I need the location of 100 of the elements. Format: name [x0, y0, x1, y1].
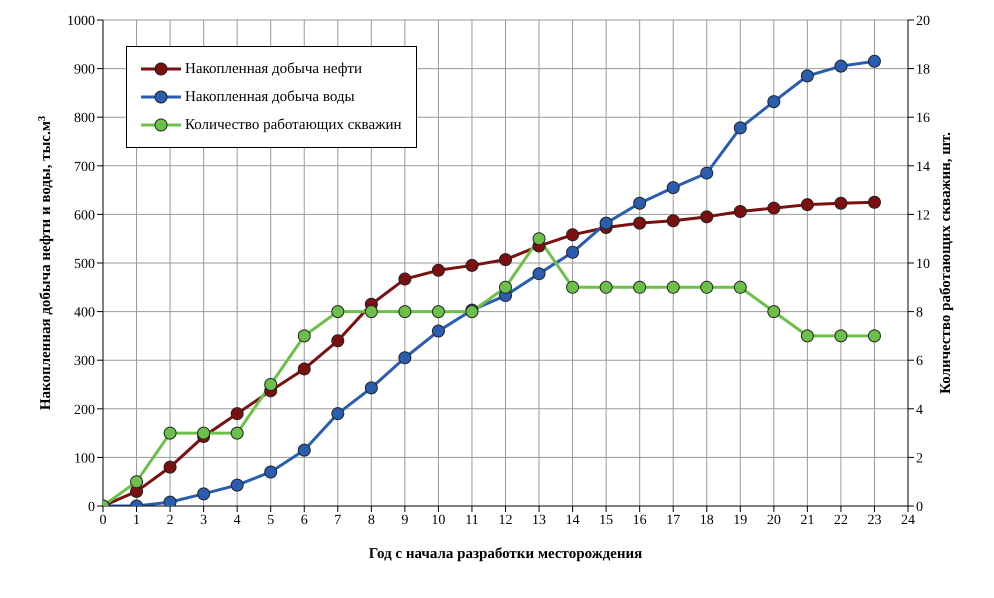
y-tick-label: 600 — [74, 208, 95, 224]
x-tick-label: 22 — [834, 512, 848, 528]
point — [432, 305, 445, 318]
point — [298, 362, 311, 376]
x-tick-label: 8 — [368, 512, 375, 528]
x-tick-label: 1 — [133, 512, 140, 528]
point — [834, 329, 848, 342]
x-tick-label: 0 — [100, 512, 106, 528]
x-tick-label: 21 — [800, 512, 814, 528]
point — [566, 246, 580, 259]
point — [532, 267, 546, 280]
point — [734, 280, 747, 294]
point — [868, 54, 881, 68]
point — [331, 305, 344, 318]
point — [767, 95, 780, 108]
legend-label: Накопленная добыча нефти — [185, 60, 362, 79]
point — [432, 324, 445, 338]
point — [566, 280, 580, 294]
x-tick-label: 17 — [666, 512, 680, 528]
y2-tick-label: 16 — [916, 111, 930, 126]
x-tick-label: 11 — [465, 512, 479, 528]
point — [398, 272, 412, 286]
y-tick-label: 400 — [74, 306, 95, 321]
x-tick-label: 2 — [166, 512, 174, 528]
point — [364, 305, 378, 318]
point — [465, 258, 478, 272]
x-tick-label: 19 — [733, 512, 748, 528]
point — [666, 280, 680, 294]
point — [130, 475, 144, 488]
y-tick-label: 100 — [74, 451, 95, 466]
point — [800, 198, 814, 212]
point — [666, 214, 680, 228]
y-tick-label: 1000 — [67, 14, 95, 29]
x-tick-label: 5 — [267, 512, 274, 528]
point — [331, 407, 344, 420]
x-tick-label: 15 — [599, 512, 614, 528]
point — [230, 426, 244, 440]
x-tick-label: 4 — [234, 512, 241, 528]
point — [331, 334, 344, 348]
point — [164, 426, 177, 440]
x-tick-label: 16 — [632, 512, 647, 528]
point — [499, 280, 512, 294]
y2-tick-label: 18 — [916, 62, 930, 78]
point — [767, 202, 780, 215]
point — [834, 196, 848, 210]
point — [230, 478, 244, 492]
y2-tick-label: 8 — [916, 306, 923, 321]
point — [800, 69, 814, 82]
y2-axis-title: Количество работающих скважин, шт. — [938, 132, 954, 394]
y2-tick-label: 14 — [916, 160, 930, 175]
point — [800, 329, 814, 342]
legend-label: Количество работающих скважин — [185, 116, 402, 135]
y-tick-label: 300 — [74, 354, 95, 370]
point — [633, 280, 646, 294]
point — [197, 487, 210, 500]
point — [432, 264, 445, 277]
point — [734, 121, 747, 134]
y-tick-label: 500 — [74, 256, 95, 272]
point — [264, 465, 278, 478]
x-tick-label: 10 — [431, 512, 446, 528]
x-tick-label: 14 — [566, 512, 580, 528]
y2-tick-label: 10 — [916, 256, 930, 272]
point — [230, 407, 244, 420]
x-tick-label: 3 — [200, 512, 208, 528]
y-tick-label: 0 — [88, 500, 95, 515]
y2-tick-label: 12 — [916, 208, 930, 224]
y-tick-label: 200 — [74, 402, 95, 418]
point — [164, 460, 177, 474]
point — [700, 210, 714, 224]
x-tick-label: 13 — [532, 512, 546, 528]
y-tick-label: 900 — [74, 62, 95, 78]
point — [633, 216, 646, 230]
x-tick-label: 7 — [334, 512, 342, 528]
x-tick-label: 12 — [498, 512, 512, 528]
point — [700, 166, 714, 180]
point — [298, 329, 311, 342]
point — [364, 381, 378, 394]
point — [734, 204, 747, 218]
point — [398, 351, 412, 364]
y2-tick-label: 6 — [916, 354, 923, 370]
x-tick-label: 9 — [401, 512, 408, 528]
point — [666, 181, 680, 194]
point — [834, 60, 848, 73]
y2-tick-label: 2 — [916, 451, 923, 466]
point — [398, 305, 412, 318]
y2-tick-label: 4 — [916, 402, 923, 418]
point — [767, 305, 780, 318]
x-tick-label: 23 — [867, 512, 882, 528]
y-tick-label: 700 — [74, 160, 95, 175]
point — [298, 444, 311, 457]
point — [868, 196, 881, 209]
point — [197, 426, 210, 440]
point — [566, 228, 580, 242]
y2-tick-label: 0 — [916, 500, 923, 515]
point — [499, 253, 512, 266]
point — [600, 216, 613, 230]
point — [633, 196, 646, 210]
y2-tick-label: 20 — [916, 14, 930, 29]
point — [264, 378, 278, 391]
y-tick-label: 800 — [74, 111, 95, 126]
